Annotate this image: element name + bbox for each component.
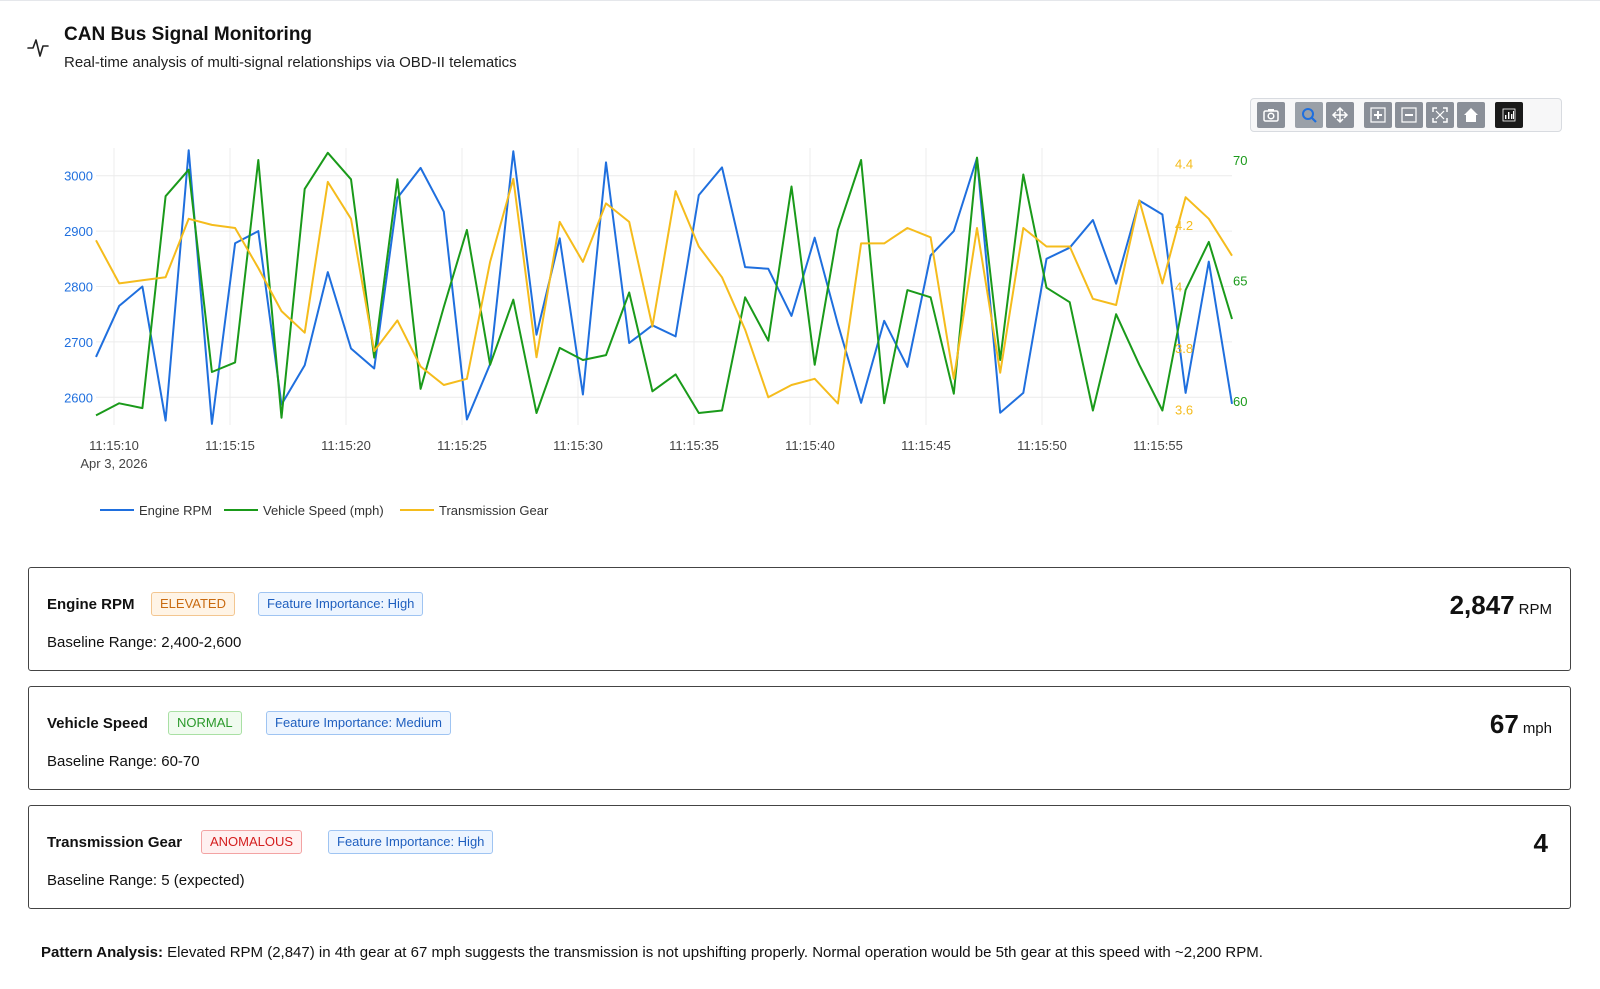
y-left-tick-label: 2900 bbox=[64, 224, 93, 239]
x-tick-label: 11:15:40 bbox=[785, 438, 835, 453]
series-line-transmission-gear bbox=[95, 177, 1233, 405]
y-right-gear-tick-label: 3.8 bbox=[1175, 341, 1193, 356]
y-right-speed-tick-label: 65 bbox=[1233, 273, 1247, 288]
current-value: 4 bbox=[1534, 828, 1552, 859]
status-badge: ELEVATED bbox=[151, 592, 235, 616]
value-unit: RPM bbox=[1518, 601, 1552, 618]
y-left-tick-label: 2600 bbox=[64, 390, 93, 405]
x-tick-label: 11:15:20 bbox=[321, 438, 371, 453]
card-title: Vehicle Speed bbox=[47, 715, 148, 732]
x-date-label: Apr 3, 2026 bbox=[80, 456, 147, 471]
camera-icon[interactable] bbox=[1257, 102, 1285, 128]
chart-legend: Engine RPM Vehicle Speed (mph) Transmissio… bbox=[100, 503, 549, 518]
importance-badge: Feature Importance: High bbox=[258, 592, 424, 616]
value-number: 67 bbox=[1489, 709, 1519, 739]
page-title: CAN Bus Signal Monitoring bbox=[64, 24, 313, 45]
x-tick-label: 11:15:15 bbox=[205, 438, 255, 453]
top-divider bbox=[0, 0, 1600, 1]
value-number: 4 bbox=[1533, 828, 1548, 858]
chart-modebar bbox=[1250, 98, 1562, 132]
y-left-tick-label: 3000 bbox=[64, 169, 93, 184]
y-right-gear-tick-label: 4.4 bbox=[1175, 156, 1193, 171]
baseline-range: Baseline Range: 60-70 bbox=[47, 753, 200, 770]
status-badge: ANOMALOUS bbox=[201, 830, 303, 854]
signal-chart[interactable]: 11:15:10 11:15:15 11:15:20 11:15:25 11:15:30… bbox=[0, 140, 1600, 540]
y-right-speed-tick-label: 60 bbox=[1233, 394, 1247, 409]
signal-card-transmission-gear: Transmission Gear ANOMALOUS Feature Impo… bbox=[28, 805, 1571, 909]
y-right-gear-tick-label: 3.6 bbox=[1175, 403, 1193, 418]
y-right-speed-tick-label: 70 bbox=[1233, 153, 1247, 168]
chart-ticks: 11:15:10 11:15:15 11:15:20 11:15:25 11:15:30… bbox=[64, 153, 1247, 471]
y-left-tick-label: 2800 bbox=[64, 280, 93, 295]
baseline-range: Baseline Range: 2,400-2,600 bbox=[47, 634, 242, 651]
pan-icon[interactable] bbox=[1326, 102, 1354, 128]
signal-card-engine-rpm: Engine RPM ELEVATED Feature Importance: … bbox=[28, 567, 1571, 671]
home-icon[interactable] bbox=[1457, 102, 1485, 128]
page-subtitle: Real-time analysis of multi-signal relat… bbox=[64, 54, 517, 71]
series-line-engine-rpm bbox=[95, 149, 1233, 425]
signal-card-vehicle-speed: Vehicle Speed NORMAL Feature Importance:… bbox=[28, 686, 1571, 790]
zoom-icon[interactable] bbox=[1295, 102, 1323, 128]
importance-badge: Feature Importance: High bbox=[328, 830, 494, 854]
zoom-in-icon[interactable] bbox=[1364, 102, 1392, 128]
status-badge: NORMAL bbox=[168, 711, 242, 735]
analysis-label: Pattern Analysis: bbox=[41, 944, 163, 961]
chart-series bbox=[95, 149, 1233, 425]
x-tick-label: 11:15:35 bbox=[669, 438, 719, 453]
series-line-vehicle-speed-mph bbox=[95, 151, 1233, 419]
importance-badge: Feature Importance: Medium bbox=[266, 711, 451, 735]
current-value: 2,847 RPM bbox=[1450, 590, 1552, 621]
y-right-gear-tick-label: 4.2 bbox=[1175, 218, 1193, 233]
y-right-gear-tick-label: 4 bbox=[1175, 280, 1182, 295]
value-number: 2,847 bbox=[1449, 590, 1515, 620]
legend-label: Vehicle Speed (mph) bbox=[263, 503, 384, 518]
x-tick-label: 11:15:45 bbox=[901, 438, 951, 453]
value-unit: mph bbox=[1522, 720, 1552, 737]
legend-label: Engine RPM bbox=[139, 503, 212, 518]
current-value: 67 mph bbox=[1490, 709, 1552, 740]
baseline-range: Baseline Range: 5 (expected) bbox=[47, 872, 245, 889]
x-tick-label: 11:15:50 bbox=[1017, 438, 1067, 453]
card-title: Transmission Gear bbox=[47, 834, 183, 851]
autoscale-icon[interactable] bbox=[1426, 102, 1454, 128]
x-tick-label: 11:15:10 bbox=[89, 438, 139, 453]
pattern-analysis: Pattern Analysis: Elevated RPM (2,847) i… bbox=[41, 944, 1263, 961]
legend-label: Transmission Gear bbox=[439, 503, 549, 518]
x-tick-label: 11:15:25 bbox=[437, 438, 487, 453]
x-tick-label: 11:15:55 bbox=[1133, 438, 1183, 453]
zoom-out-icon[interactable] bbox=[1395, 102, 1423, 128]
analysis-text: Elevated RPM (2,847) in 4th gear at 67 m… bbox=[163, 944, 1263, 961]
pulse-icon bbox=[27, 39, 49, 57]
y-left-tick-label: 2700 bbox=[64, 335, 93, 350]
plotly-logo-icon[interactable] bbox=[1495, 102, 1523, 128]
x-tick-label: 11:15:30 bbox=[553, 438, 603, 453]
card-title: Engine RPM bbox=[47, 596, 135, 613]
